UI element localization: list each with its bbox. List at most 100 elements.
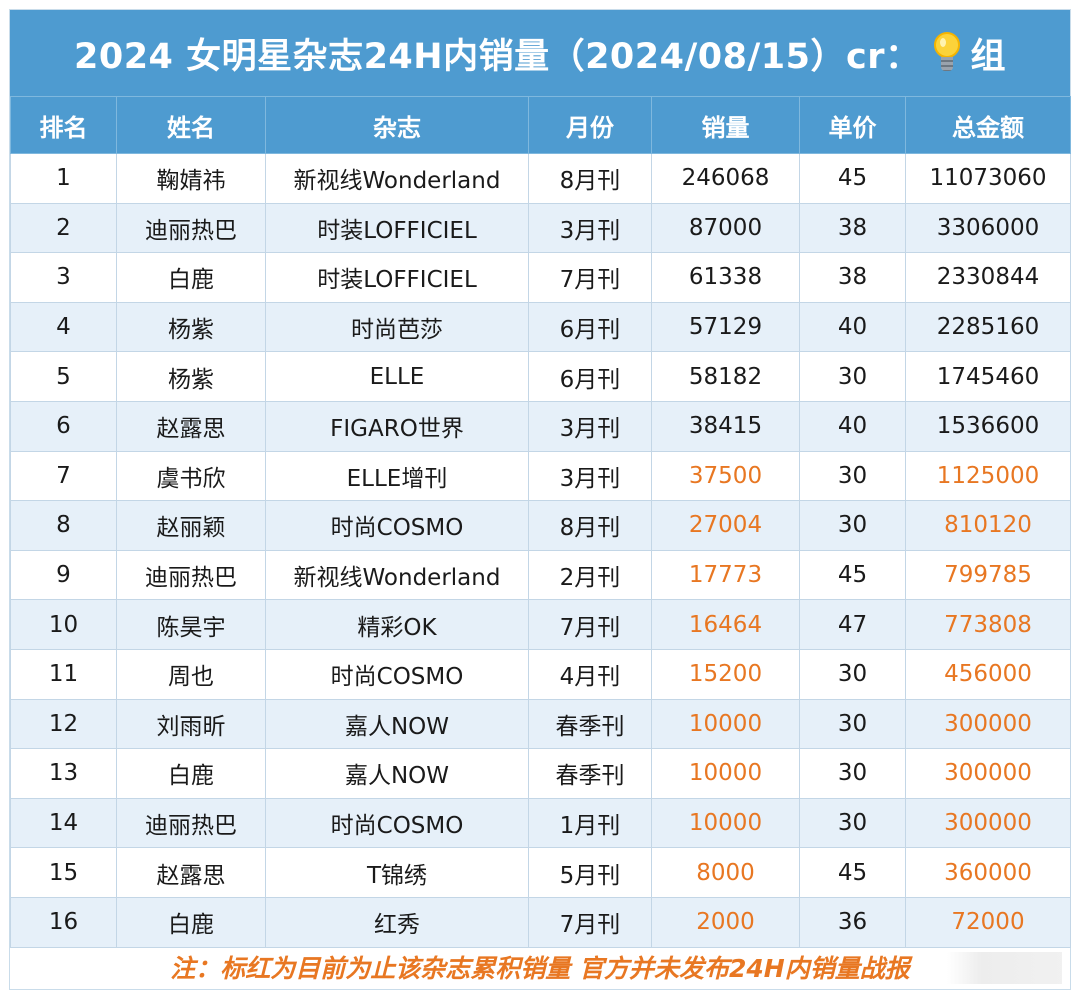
- cell-total: 1536600: [905, 400, 1071, 452]
- cell-month: 3月刊: [528, 450, 652, 502]
- cell-month: 4月刊: [528, 648, 652, 700]
- cell-rank: 12: [10, 698, 117, 750]
- cell-name: 刘雨昕: [116, 698, 266, 750]
- cell-price: 45: [799, 549, 906, 601]
- table-row: 5 杨紫 ELLE 6月刊 58182 30 1745460: [10, 351, 1071, 402]
- cell-sales: 58182: [651, 351, 800, 402]
- cell-month: 3月刊: [528, 202, 652, 254]
- table-row: 14 迪丽热巴 时尚COSMO 1月刊 10000 30 300000: [10, 797, 1071, 849]
- table-row: 7 虞书欣 ELLE增刊 3月刊 37500 30 1125000: [10, 450, 1071, 502]
- cell-name: 赵露思: [116, 847, 266, 898]
- header-magazine: 杂志: [265, 96, 529, 154]
- cell-total: 360000: [905, 847, 1071, 898]
- cell-month: 8月刊: [528, 500, 652, 551]
- cell-magazine: 新视线Wonderland: [265, 549, 529, 601]
- cell-rank: 4: [10, 301, 117, 353]
- cell-sales: 2000: [651, 896, 800, 948]
- cell-magazine: T锦绣: [265, 847, 529, 898]
- cell-total: 300000: [905, 797, 1071, 849]
- cell-total: 773808: [905, 599, 1071, 650]
- cell-total: 456000: [905, 648, 1071, 700]
- cell-month: 5月刊: [528, 847, 652, 898]
- cell-sales: 61338: [651, 252, 800, 303]
- cell-price: 45: [799, 847, 906, 898]
- cell-price: 40: [799, 301, 906, 353]
- cell-total: 300000: [905, 748, 1071, 799]
- cell-magazine: 红秀: [265, 896, 529, 948]
- cell-total: 2330844: [905, 252, 1071, 303]
- cell-magazine: 嘉人NOW: [265, 698, 529, 750]
- cell-month: 3月刊: [528, 400, 652, 452]
- cell-sales: 246068: [651, 153, 800, 204]
- lightbulb-icon: [932, 32, 962, 74]
- table-header-row: 排名 姓名 杂志 月份 销量 单价 总金额: [10, 96, 1071, 154]
- cell-month: 春季刊: [528, 748, 652, 799]
- cell-total: 810120: [905, 500, 1071, 551]
- cell-name: 虞书欣: [116, 450, 266, 502]
- cell-rank: 2: [10, 202, 117, 254]
- cell-magazine: 嘉人NOW: [265, 748, 529, 799]
- cell-sales: 38415: [651, 400, 800, 452]
- cell-name: 杨紫: [116, 301, 266, 353]
- watermark: [947, 952, 1062, 984]
- cell-rank: 11: [10, 648, 117, 700]
- header-rank: 排名: [10, 96, 117, 154]
- cell-name: 陈昊宇: [116, 599, 266, 650]
- cell-rank: 5: [10, 351, 117, 402]
- cell-total: 2285160: [905, 301, 1071, 353]
- cell-magazine: 时装LOFFICIEL: [265, 202, 529, 254]
- cell-price: 38: [799, 202, 906, 254]
- cell-total: 3306000: [905, 202, 1071, 254]
- cell-month: 6月刊: [528, 351, 652, 402]
- cell-price: 38: [799, 252, 906, 303]
- cell-month: 7月刊: [528, 252, 652, 303]
- cell-rank: 13: [10, 748, 117, 799]
- cell-total: 799785: [905, 549, 1071, 601]
- cell-rank: 14: [10, 797, 117, 849]
- cell-price: 47: [799, 599, 906, 650]
- table-row: 9 迪丽热巴 新视线Wonderland 2月刊 17773 45 799785: [10, 549, 1071, 601]
- table-row: 6 赵露思 FIGARO世界 3月刊 38415 40 1536600: [10, 400, 1071, 452]
- cell-magazine: ELLE增刊: [265, 450, 529, 502]
- cell-name: 迪丽热巴: [116, 797, 266, 849]
- cell-price: 30: [799, 748, 906, 799]
- page-title: 2024 女明星杂志24H内销量（2024/08/15）cr：: [73, 36, 921, 77]
- cell-month: 1月刊: [528, 797, 652, 849]
- cell-price: 30: [799, 500, 906, 551]
- cell-magazine: FIGARO世界: [265, 400, 529, 452]
- cell-price: 30: [799, 698, 906, 750]
- cell-name: 赵丽颖: [116, 500, 266, 551]
- cell-rank: 6: [10, 400, 117, 452]
- table-row: 4 杨紫 时尚芭莎 6月刊 57129 40 2285160: [10, 301, 1071, 353]
- cell-month: 7月刊: [528, 599, 652, 650]
- header-total: 总金额: [905, 96, 1071, 154]
- cell-magazine: 时尚COSMO: [265, 648, 529, 700]
- cell-price: 40: [799, 400, 906, 452]
- table-row: 16 白鹿 红秀 7月刊 2000 36 72000: [10, 896, 1071, 948]
- cell-rank: 16: [10, 896, 117, 948]
- cell-total: 1745460: [905, 351, 1071, 402]
- cell-sales: 15200: [651, 648, 800, 700]
- cell-sales: 10000: [651, 797, 800, 849]
- cell-sales: 10000: [651, 698, 800, 750]
- cell-sales: 27004: [651, 500, 800, 551]
- cell-rank: 15: [10, 847, 117, 898]
- cell-rank: 9: [10, 549, 117, 601]
- header-price: 单价: [799, 96, 906, 154]
- cell-rank: 3: [10, 252, 117, 303]
- cell-rank: 8: [10, 500, 117, 551]
- table-row: 12 刘雨昕 嘉人NOW 春季刊 10000 30 300000: [10, 698, 1071, 750]
- cell-sales: 10000: [651, 748, 800, 799]
- cell-month: 7月刊: [528, 896, 652, 948]
- cell-total: 11073060: [905, 153, 1071, 204]
- cell-name: 迪丽热巴: [116, 202, 266, 254]
- header-name: 姓名: [116, 96, 266, 154]
- cell-month: 春季刊: [528, 698, 652, 750]
- table-row: 8 赵丽颖 时尚COSMO 8月刊 27004 30 810120: [10, 500, 1071, 551]
- cell-magazine: 时装LOFFICIEL: [265, 252, 529, 303]
- cell-month: 8月刊: [528, 153, 652, 204]
- table-row: 1 鞠婧祎 新视线Wonderland 8月刊 246068 45 11073060: [10, 153, 1071, 204]
- cell-month: 2月刊: [528, 549, 652, 601]
- cell-total: 72000: [905, 896, 1071, 948]
- cell-sales: 87000: [651, 202, 800, 254]
